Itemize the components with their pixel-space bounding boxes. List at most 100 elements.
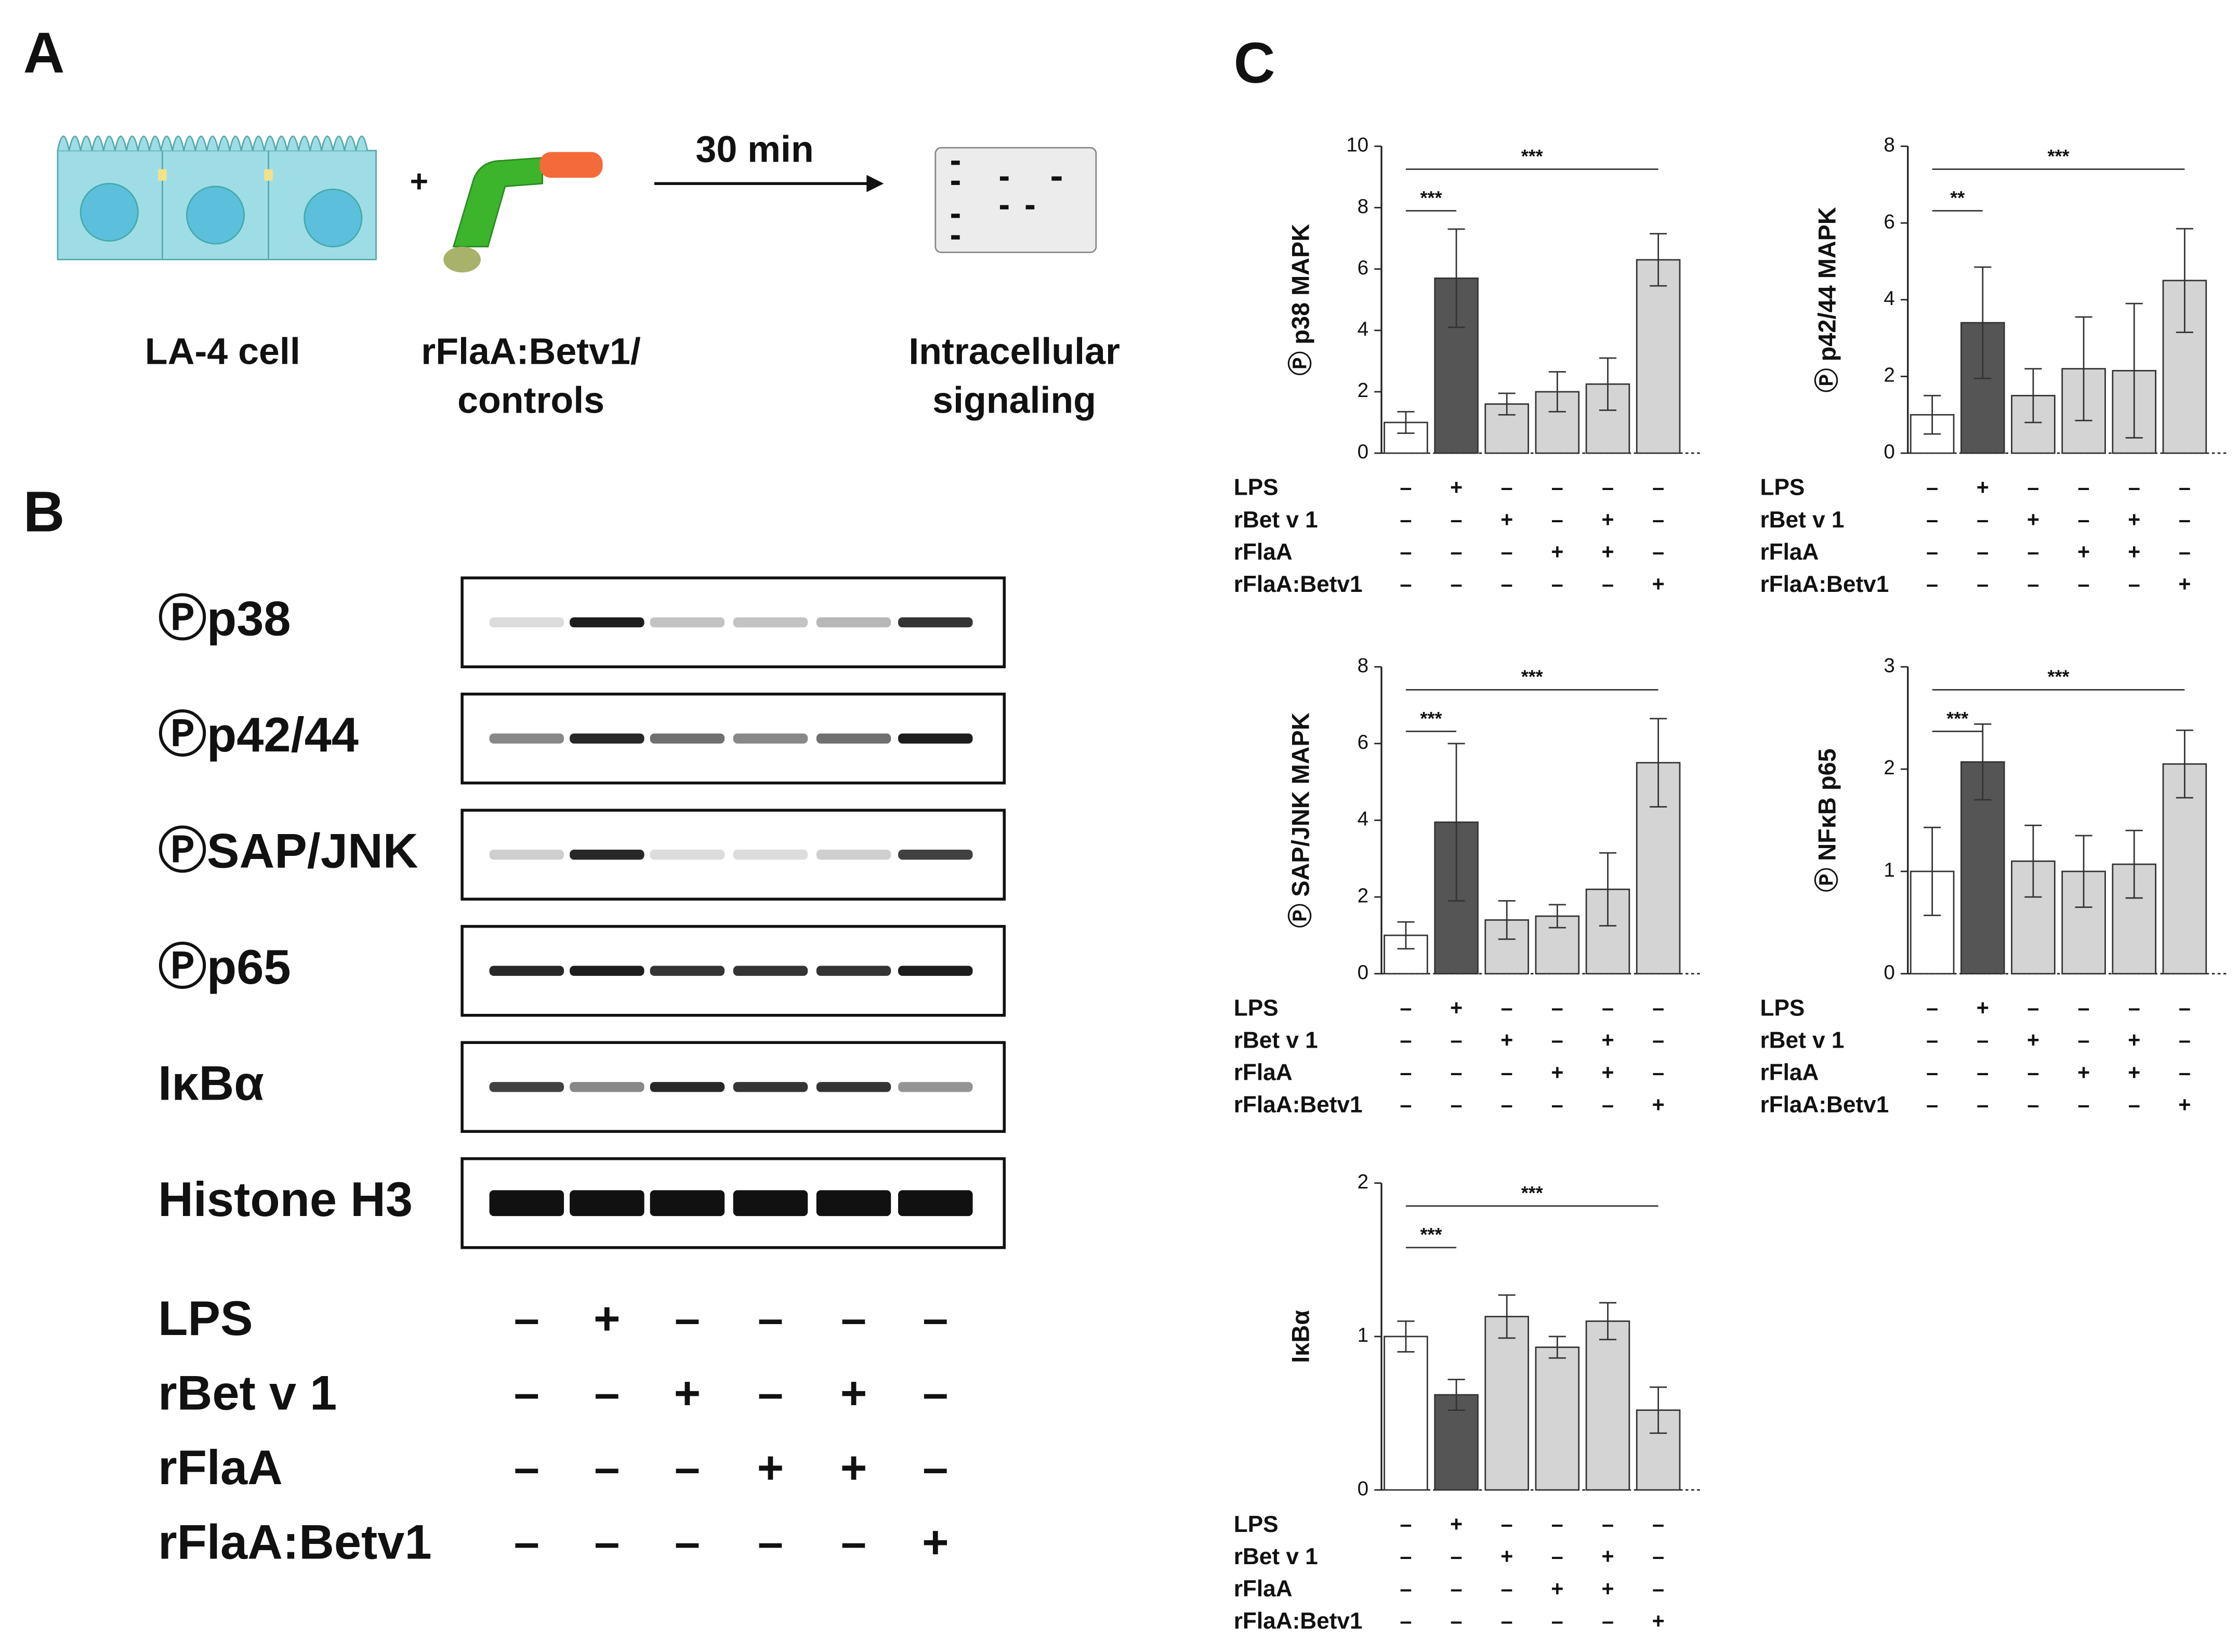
nucleus (80, 182, 139, 242)
treatment-sign: – (1652, 1028, 1664, 1052)
blot-band (489, 1190, 564, 1217)
treatment-sign: – (1400, 475, 1412, 499)
treatment-label: rBet v 1 (1760, 1027, 1845, 1053)
significance-label: *** (2048, 146, 2070, 167)
treatment-sign: – (2179, 540, 2191, 564)
treatment-sign: + (594, 1293, 621, 1344)
blot-band (733, 850, 808, 860)
treatment-sign: – (2179, 508, 2191, 532)
y-tick-label: 1 (1884, 859, 1894, 881)
treatment-sign: – (1451, 508, 1463, 532)
blot-band (570, 617, 644, 628)
treatment-sign: – (1400, 572, 1412, 596)
treatment-sign: – (2078, 1028, 2090, 1052)
plus-sign: + (410, 163, 428, 199)
treatment-sign: + (1601, 540, 1614, 564)
treatment-sign: + (2077, 1061, 2090, 1085)
treatment-sign: + (1450, 996, 1463, 1020)
treatment-sign: – (2179, 1061, 2191, 1085)
significance-label: *** (1521, 667, 1543, 688)
treatment-sign: – (1602, 475, 1614, 499)
blot-band (650, 1190, 725, 1217)
blot-band (570, 733, 644, 744)
bar (1636, 259, 1681, 454)
treatment-sign: – (514, 1367, 539, 1419)
blot-label: Histone H3 (158, 1172, 413, 1226)
treatment-sign: – (514, 1442, 539, 1494)
significance-label: *** (2048, 667, 2070, 688)
treatment-sign: + (674, 1367, 701, 1419)
treatment-label: LPS (1760, 475, 1805, 500)
bar (1585, 1320, 1630, 1491)
panel-label: B (23, 480, 65, 544)
treatment-sign: + (1450, 1512, 1463, 1536)
blot-band (898, 733, 973, 744)
y-axis-label: IκBα (1287, 1310, 1314, 1363)
caption: Intracellular (909, 331, 1120, 373)
blot-band (816, 1082, 891, 1092)
treatment-sign: – (1501, 1577, 1513, 1601)
junction (264, 169, 273, 181)
treatment-sign: – (1551, 475, 1563, 499)
treatment-label: rBet v 1 (1234, 1027, 1318, 1053)
treatment-sign: + (2077, 540, 2090, 564)
treatment-label: LPS (1760, 995, 1805, 1021)
treatment-sign: – (514, 1516, 539, 1568)
treatment-sign: – (1652, 540, 1664, 564)
treatment-sign: – (923, 1367, 948, 1419)
arrow-label: 30 min (695, 128, 813, 170)
treatment-sign: – (2027, 1093, 2039, 1117)
treatment-sign: – (1400, 1544, 1412, 1568)
y-tick-label: 2 (1358, 379, 1368, 402)
blot-band (650, 966, 725, 976)
blot-band (733, 966, 808, 976)
treatment-sign: – (1977, 1028, 1989, 1052)
treatment-label: LPS (1234, 995, 1279, 1021)
blot-band (650, 1082, 725, 1092)
treatment-sign: – (1400, 1512, 1412, 1536)
treatment-sign: – (2078, 572, 2090, 596)
treatment-sign: – (923, 1442, 948, 1494)
treatment-sign: – (1501, 1609, 1513, 1633)
treatment-sign: – (1926, 1028, 1938, 1052)
treatment-sign: + (1652, 1609, 1665, 1633)
treatment-sign: + (2027, 1028, 2039, 1052)
blot-icon-bands (951, 161, 1062, 240)
treatment-sign: + (840, 1367, 867, 1419)
y-tick-label: 0 (1358, 961, 1368, 984)
treatment-sign: – (675, 1516, 700, 1568)
treatment-sign: – (1551, 1093, 1563, 1117)
caption: signaling (932, 379, 1096, 421)
bar (1535, 1346, 1580, 1491)
blot-band (898, 850, 973, 860)
treatment-sign: + (922, 1516, 949, 1568)
treatment-sign: + (2128, 1061, 2140, 1085)
treatment-sign: + (1500, 1544, 1513, 1568)
treatment-sign: + (757, 1442, 784, 1494)
treatment-label: rBet v 1 (1234, 1544, 1318, 1569)
treatment-label: rFlaA:Betv1 (1234, 572, 1363, 597)
y-tick-label: 8 (1358, 195, 1368, 218)
treatment-sign: – (1977, 508, 1989, 532)
treatment-sign: – (1977, 1093, 1989, 1117)
treatment-sign: – (1926, 508, 1938, 532)
y-tick-label: 6 (1884, 210, 1894, 233)
significance-label: *** (1946, 708, 1968, 729)
treatment-sign: – (1451, 1061, 1463, 1085)
y-tick-label: 4 (1884, 287, 1894, 310)
blot-band (489, 966, 564, 976)
treatment-sign: + (1551, 540, 1563, 564)
treatment-sign: – (2078, 475, 2090, 499)
protein (452, 157, 544, 248)
treatment-sign: – (1400, 996, 1412, 1020)
treatment-label: rFlaA:Betv1 (1760, 1092, 1889, 1118)
treatment-sign: – (1551, 1512, 1563, 1536)
treatment-sign: – (1501, 572, 1513, 596)
blot-band (489, 733, 564, 744)
significance-label: *** (1420, 188, 1442, 208)
blot-band (650, 617, 725, 628)
y-tick-label: 10 (1346, 134, 1368, 156)
treatment-label: rFlaA (1234, 1576, 1293, 1602)
caption: controls (457, 379, 604, 421)
